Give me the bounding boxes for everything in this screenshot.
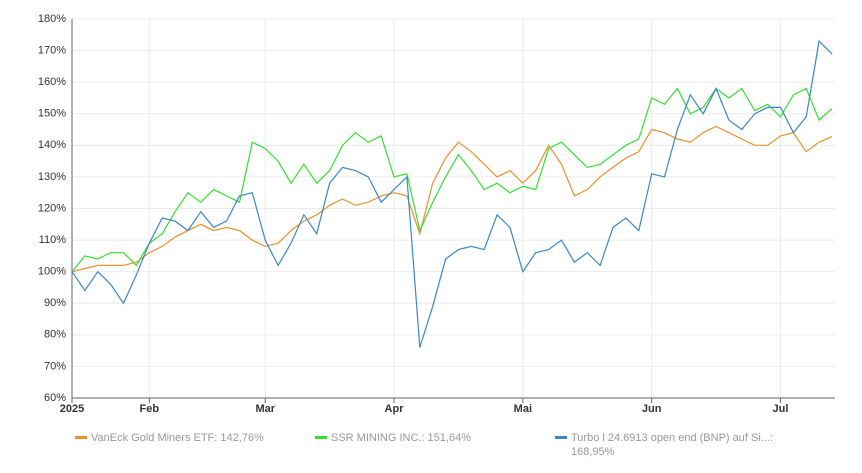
x-tick-label: Jul — [773, 403, 789, 415]
x-tick-label: Apr — [385, 403, 405, 415]
legend-item[interactable]: VanEck Gold Miners ETF: 142,76% — [75, 431, 300, 445]
y-tick-label: 160% — [38, 76, 66, 88]
y-tick-label: 180% — [38, 13, 66, 25]
series-line — [71, 39, 833, 348]
x-tick-label: Jun — [642, 403, 662, 415]
x-tick-label: Mai — [514, 403, 532, 415]
y-tick-label: 100% — [38, 266, 66, 278]
legend-swatch — [315, 436, 327, 439]
y-tick-label: 80% — [44, 329, 66, 341]
y-tick-label: 170% — [38, 44, 66, 56]
y-tick-label: 140% — [38, 139, 66, 151]
y-tick-label: 110% — [39, 234, 67, 246]
y-tick-label: 60% — [44, 392, 66, 404]
series-line — [71, 87, 833, 273]
y-tick-label: 90% — [44, 297, 66, 309]
y-tick-label: 130% — [38, 171, 66, 183]
series-line — [71, 125, 833, 273]
legend-item[interactable]: SSR MINING INC.: 151,64% — [315, 431, 540, 445]
legend-label: Turbo l 24.6913 open end (BNP) auf Si...… — [571, 432, 773, 458]
legend-label: SSR MINING INC.: 151,64% — [331, 432, 471, 444]
y-tick-label: 120% — [38, 202, 66, 214]
y-tick-label: 150% — [38, 108, 66, 120]
chart: 60% 70% 80% 90% 100% 110% 120% 130% 140% 150% 160%… — [38, 13, 835, 415]
legend-item[interactable]: Turbo l 24.6913 open end (BNP) auf Si...… — [555, 431, 780, 459]
legend-label: VanEck Gold Miners ETF: 142,76% — [91, 432, 264, 444]
x-tick-label: 2025 — [60, 403, 84, 415]
legend-swatch — [555, 436, 567, 439]
legend-swatch — [75, 436, 87, 439]
y-tick-label: 70% — [44, 360, 66, 372]
x-tick-label: Feb — [140, 403, 160, 415]
x-tick-label: Mar — [255, 403, 275, 415]
